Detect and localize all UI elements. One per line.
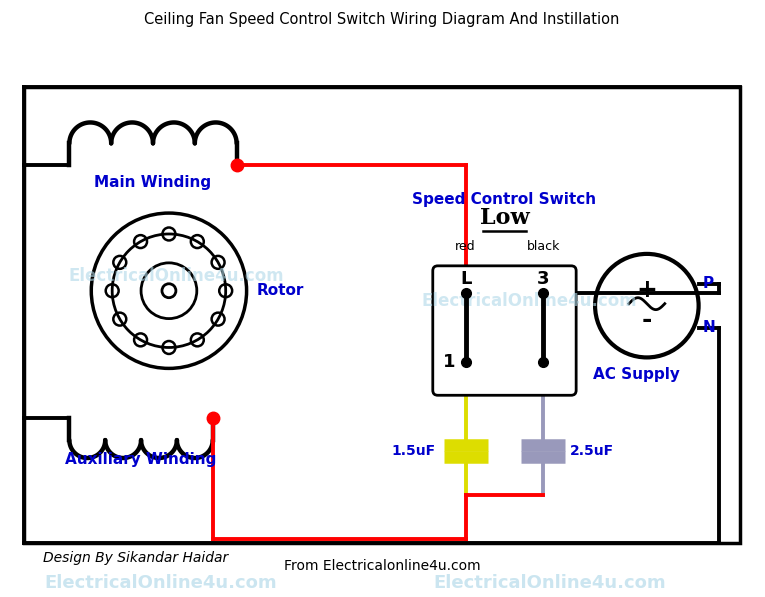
Text: AC Supply: AC Supply [594, 367, 680, 383]
Text: 2.5uF: 2.5uF [570, 444, 614, 458]
Text: 1.5uF: 1.5uF [392, 444, 436, 458]
Text: Design By Sikandar Haidar: Design By Sikandar Haidar [44, 550, 229, 565]
Text: black: black [526, 240, 560, 253]
Text: 1: 1 [443, 353, 456, 371]
Text: Ceiling Fan Speed Control Switch Wiring Diagram And Instillation: Ceiling Fan Speed Control Switch Wiring … [145, 12, 620, 27]
Bar [24, 87, 741, 543]
Text: ElectricalOnline4u.com: ElectricalOnline4u.com [422, 292, 637, 310]
FancyBboxPatch shape [433, 266, 576, 395]
Text: P: P [702, 276, 714, 291]
Text: Rotor: Rotor [256, 283, 304, 298]
Text: +: + [636, 278, 657, 301]
Text: Speed Control Switch: Speed Control Switch [412, 192, 597, 207]
Text: 3: 3 [537, 270, 549, 288]
Text: From Electricalonline4u.com: From Electricalonline4u.com [284, 559, 480, 573]
Text: ElectricalOnline4u.com: ElectricalOnline4u.com [433, 574, 666, 592]
Text: L: L [460, 270, 471, 288]
Text: Low: Low [480, 207, 529, 229]
Text: Auxiliary Winding: Auxiliary Winding [65, 452, 216, 467]
Text: ElectricalOnline4u.com: ElectricalOnline4u.com [44, 574, 277, 592]
Text: -: - [642, 307, 652, 331]
Text: ElectricalOnline4u.com: ElectricalOnline4u.com [68, 267, 284, 285]
Text: Main Winding: Main Winding [94, 176, 212, 190]
Text: red: red [455, 240, 476, 253]
Text: N: N [702, 320, 715, 335]
